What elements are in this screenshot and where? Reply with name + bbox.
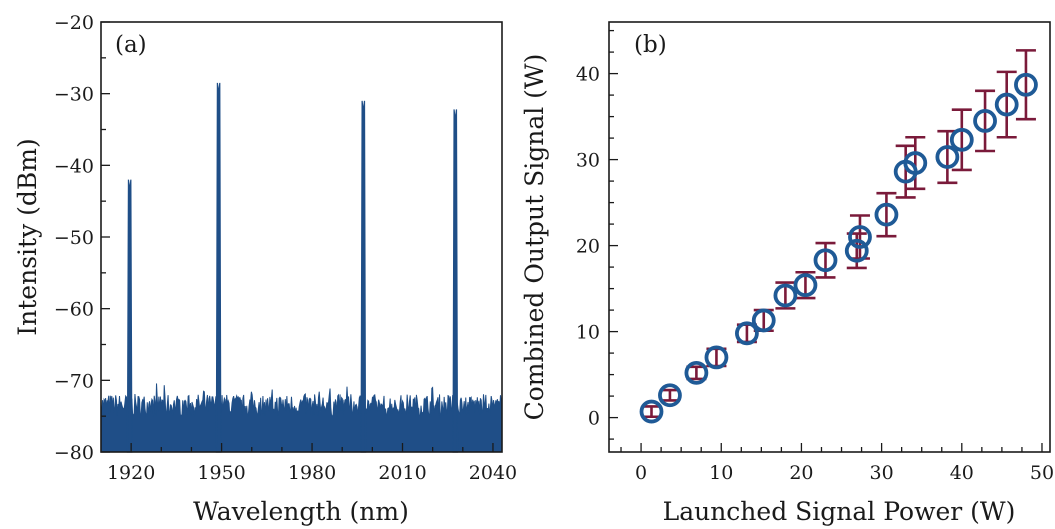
error-bar (1015, 49, 1036, 121)
spectrum-x-tick-label: 1950 (197, 462, 245, 484)
power-x-axis-title: Launched Signal Power (W) (663, 497, 1016, 526)
power-markers (639, 72, 1038, 424)
data-point (704, 345, 729, 370)
data-point (874, 202, 899, 227)
power-y-tick-label: 20 (576, 236, 600, 258)
data-point (793, 273, 818, 298)
power-x-tick-label: 10 (709, 462, 733, 484)
power-x-tick-label: 0 (635, 462, 647, 484)
spectrum-peak (452, 109, 459, 453)
power-y-tick-label: 0 (588, 408, 600, 430)
power-x-tick-label: 40 (950, 462, 974, 484)
spectrum-peak (126, 179, 133, 453)
power-panel: 0 10 20 30 40 50 0 10 20 30 40 (b) Launched Signal… (520, 21, 1054, 526)
spectrum-y-tick-label: −70 (54, 370, 94, 392)
power-y-axis-title: Combined Output Signal (W) (520, 54, 549, 421)
spectrum-y-axis-title: Intensity (dBm) (13, 138, 42, 335)
power-x-tick-label: 30 (870, 462, 894, 484)
spectrum-peak (215, 82, 222, 453)
error-bar (641, 405, 662, 419)
spectrum-x-tick-label: 1980 (288, 462, 336, 484)
power-y-tick-label: 30 (576, 150, 600, 172)
power-panel-label: (b) (634, 32, 667, 58)
data-point (844, 238, 869, 263)
spectrum-x-axis-title: Wavelength (nm) (193, 497, 409, 526)
data-point (994, 92, 1019, 117)
data-point (949, 127, 974, 152)
spectrum-axis-ticks: −80 −70 −60 −50 −40 −30 −20 1920 1950 1980 2010 204… (54, 12, 517, 484)
data-point (848, 225, 872, 249)
spectrum-trace (100, 82, 503, 453)
spectrum-y-tick-label: −20 (54, 12, 94, 34)
data-point (751, 308, 776, 333)
data-point (684, 360, 709, 385)
error-bar (951, 108, 972, 172)
power-axis-ticks: 0 10 20 30 40 50 0 10 20 30 40 (576, 29, 1054, 484)
power-plot-frame (608, 21, 1051, 453)
data-point (773, 283, 798, 308)
spectrum-y-tick-label: −40 (54, 155, 94, 177)
data-point (1014, 72, 1038, 97)
error-bar (937, 129, 958, 185)
spectrum-peak (360, 100, 367, 453)
spectrum-y-tick-label: −60 (54, 299, 94, 321)
data-point (639, 399, 664, 424)
error-bar (996, 70, 1017, 139)
spectrum-y-tick-label: −30 (54, 84, 94, 106)
spectrum-panel: −80 −70 −60 −50 −40 −30 −20 1920 1950 1980 2010 204… (13, 12, 517, 526)
data-point (658, 383, 682, 408)
error-bar (659, 388, 680, 402)
power-y-tick-label: 40 (576, 64, 600, 86)
data-point (735, 321, 759, 346)
spectrum-x-tick-label: 2010 (378, 462, 426, 484)
spectrum-x-tick-label: 1920 (107, 462, 155, 484)
error-bar (876, 191, 897, 238)
spectrum-panel-label: (a) (115, 32, 147, 58)
spectrum-y-tick-label: −80 (54, 442, 94, 464)
error-bar (905, 135, 926, 191)
power-x-tick-label: 50 (1030, 462, 1054, 484)
error-bar (815, 241, 836, 279)
data-point (935, 145, 960, 169)
spectrum-x-tick-label: 2040 (469, 462, 517, 484)
data-point (813, 248, 838, 273)
spectrum-noise-floor (100, 383, 503, 453)
spectrum-y-tick-label: −50 (54, 227, 94, 249)
data-point (903, 151, 928, 175)
power-x-tick-label: 20 (789, 462, 813, 484)
spectrum-plot-frame (100, 21, 503, 453)
error-bar (975, 89, 996, 153)
power-y-tick-label: 10 (576, 322, 600, 344)
data-point (973, 109, 997, 133)
